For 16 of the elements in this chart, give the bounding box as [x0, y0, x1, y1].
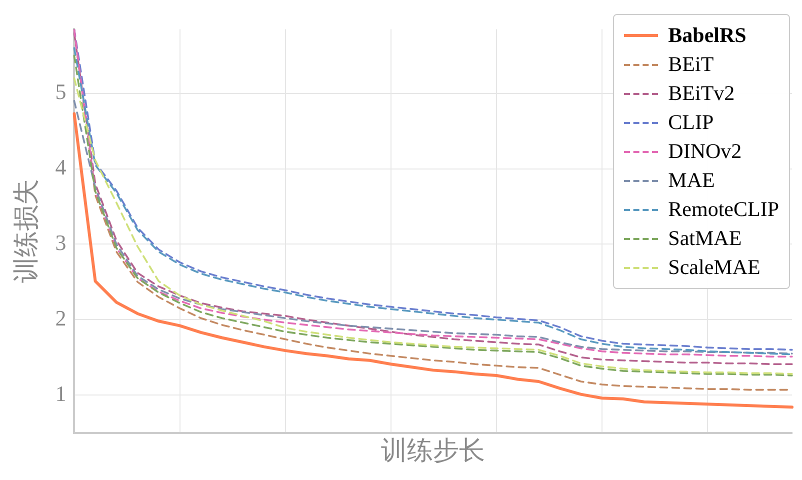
x-axis-title: 训练步长 — [381, 436, 486, 466]
legend-label: ScaleMAE — [668, 255, 760, 280]
legend-label: MAE — [668, 168, 715, 193]
y-tick-label: 1 — [55, 380, 66, 406]
y-tick-label: 5 — [55, 79, 66, 104]
legend-label: SatMAE — [668, 226, 742, 251]
y-tick-label: 4 — [55, 154, 66, 180]
y-tick-label: 3 — [55, 230, 66, 255]
legend-label: RemoteCLIP — [668, 197, 779, 222]
legend-label: BEiTv2 — [668, 81, 735, 106]
y-axis-title: 训练损失 — [11, 179, 40, 283]
legend-label: BEiT — [668, 52, 714, 77]
legend-label: CLIP — [668, 110, 714, 135]
y-tick-label: 2 — [55, 305, 66, 330]
legend-label: BabelRS — [668, 23, 746, 48]
legend-label: DINOv2 — [668, 139, 742, 164]
